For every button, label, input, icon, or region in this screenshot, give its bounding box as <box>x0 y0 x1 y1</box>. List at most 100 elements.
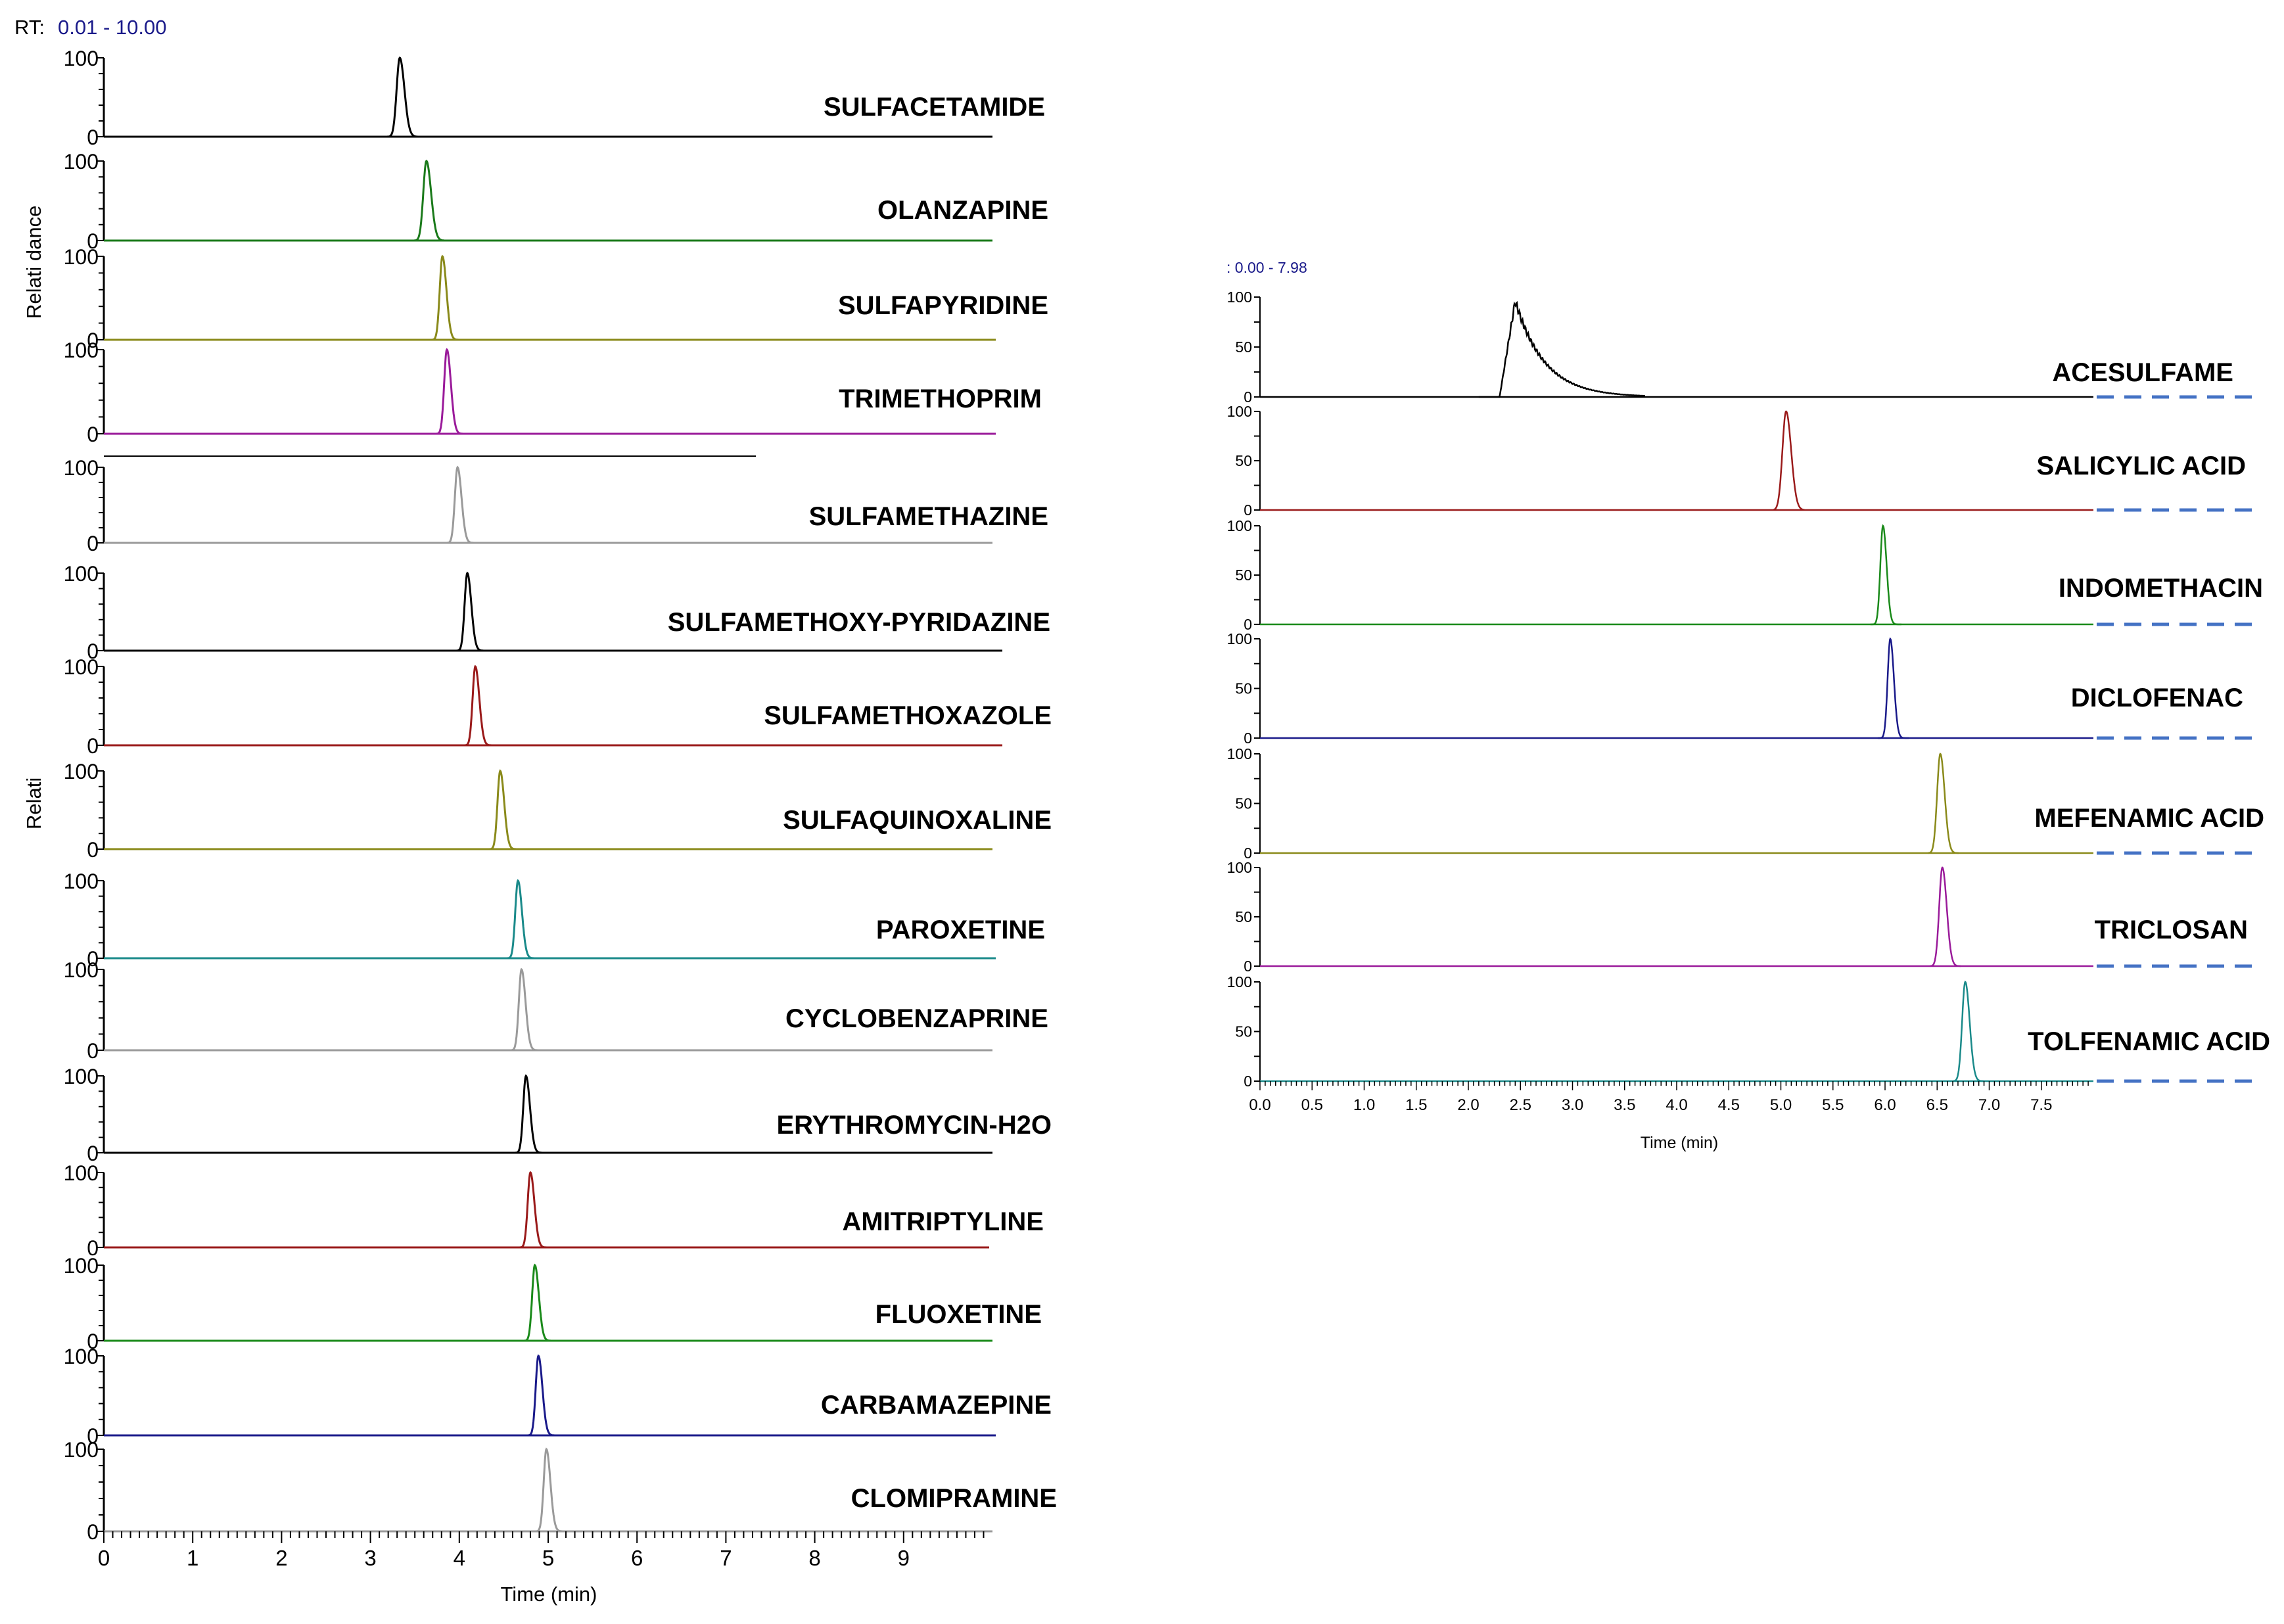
right-y-max-label: 100 <box>1227 403 1252 420</box>
left-panel-sulfacetamide: 100 0 SULFACETAMIDE <box>64 47 1045 149</box>
left-x-tick-label: 3 <box>364 1546 376 1570</box>
right-y-zero-label: 0 <box>1244 388 1252 406</box>
left-y-zero-label: 0 <box>87 1330 99 1353</box>
left-x-tick-label: 5 <box>542 1546 554 1570</box>
peak-trace-cyclobenzaprine <box>509 967 540 1052</box>
peak-trace-indomethacin <box>1870 524 1901 626</box>
left-x-tick-label: 9 <box>898 1546 910 1570</box>
right-x-tick-label: 3.5 <box>1614 1096 1635 1114</box>
left-panel-sulfamethoxazole: 100 0 SULFAMETHOXAZOLE <box>64 655 1052 758</box>
compound-label-amitriptyline: AMITRIPTYLINE <box>842 1207 1044 1236</box>
left-x-axis-label: Time (min) <box>501 1583 597 1606</box>
peak-trace-sulfacetamide <box>387 57 418 138</box>
right-x-tick-label: 7.0 <box>1978 1096 2000 1114</box>
right-x-tick-label: 1.5 <box>1405 1096 1427 1114</box>
left-y-zero-label: 0 <box>87 1236 99 1260</box>
right-x-tick-label: 4.5 <box>1718 1096 1740 1114</box>
left-y-zero-label: 0 <box>87 532 99 555</box>
peak-trace-mefenamic-acid <box>1928 753 1959 854</box>
right-panel-indomethacin: 100 50 0 INDOMETHACIN <box>1227 517 2263 633</box>
left-y-max-label: 100 <box>64 958 99 982</box>
left-y-zero-label: 0 <box>87 734 99 758</box>
left-panel-amitriptyline: 100 0 AMITRIPTYLINE <box>64 1161 1044 1260</box>
peak-trace-sulfaquinoxaline <box>488 769 518 850</box>
left-y-max-label: 100 <box>64 245 99 269</box>
right-x-axis: 0.0 0.5 1.0 1.5 2.0 2.5 3.0 3.5 4.0 4.5 5.0 5.5 6.0 6… <box>1249 1081 2089 1114</box>
compound-label-trimethoprim: TRIMETHOPRIM <box>839 384 1042 413</box>
left-y-max-label: 100 <box>64 338 99 362</box>
left-y-max-label: 100 <box>64 1345 99 1368</box>
right-y-max-label: 100 <box>1227 289 1252 306</box>
right-x-tick-label: 0.5 <box>1301 1096 1323 1114</box>
right-x-tick-label: 6.5 <box>1926 1096 1948 1114</box>
peak-trace-sulfamethoxy-pyridazine <box>455 571 485 652</box>
left-panel-cyclobenzaprine: 100 0 CYCLOBENZAPRINE <box>64 958 1048 1063</box>
left-panel-paroxetine: 100 0 PAROXETINE <box>64 870 1045 971</box>
right-x-axis-label: Time (min) <box>1641 1134 1719 1152</box>
compound-label-salicylic-acid: SALICYLIC ACID <box>2036 452 2246 480</box>
left-y-zero-label: 0 <box>87 126 99 149</box>
y-axis-label-bottom: Relati <box>22 777 45 829</box>
compound-label-fluoxetine: FLUOXETINE <box>875 1300 1042 1329</box>
compound-label-tolfenamic-acid: TOLFENAMIC ACID <box>2028 1027 2270 1056</box>
right-y-mid-label: 50 <box>1235 452 1252 469</box>
right-y-max-label: 100 <box>1227 517 1252 534</box>
right-x-tick-label: 0.0 <box>1249 1096 1270 1114</box>
right-panel-acesulfame: 100 50 0 ACESULFAME <box>1227 289 2261 406</box>
left-x-tick-label: 1 <box>187 1546 198 1570</box>
compound-label-olanzapine: OLANZAPINE <box>877 196 1048 225</box>
compound-label-clomipramine: CLOMIPRAMINE <box>851 1484 1057 1513</box>
right-y-zero-label: 0 <box>1244 616 1252 633</box>
peak-trace-sulfamethoxazole <box>463 664 494 747</box>
compound-label-cyclobenzaprine: CYCLOBENZAPRINE <box>785 1004 1048 1033</box>
compound-label-sulfacetamide: SULFACETAMIDE <box>824 93 1045 122</box>
peak-trace-sulfapyridine <box>430 254 461 341</box>
right-x-tick-label: 6.0 <box>1874 1096 1896 1114</box>
right-x-tick-label: 4.0 <box>1666 1096 1687 1114</box>
left-y-max-label: 100 <box>64 1065 99 1088</box>
right-x-tick-label: 5.0 <box>1770 1096 1792 1114</box>
left-y-zero-label: 0 <box>87 423 99 446</box>
right-y-mid-label: 50 <box>1235 567 1252 584</box>
peak-trace-trimethoprim <box>434 348 465 435</box>
left-panel-fluoxetine: 100 0 FLUOXETINE <box>64 1254 1042 1353</box>
left-y-zero-label: 0 <box>87 1424 99 1448</box>
right-y-max-label: 100 <box>1227 859 1252 876</box>
left-y-max-label: 100 <box>64 1254 99 1278</box>
left-y-max-label: 100 <box>64 870 99 893</box>
left-panels: 1000SULFACETAMIDE1000OLANZAPINE1000SULFA… <box>64 47 1057 1544</box>
peak-trace-acesulfame <box>1478 300 1645 398</box>
left-y-max-label: 100 <box>64 655 99 679</box>
compound-label-sulfaquinoxaline: SULFAQUINOXALINE <box>783 806 1052 835</box>
left-x-axis: 0 1 2 3 4 5 6 7 8 9 <box>98 1531 985 1570</box>
left-panel-sulfamethazine: 100 0 SULFAMETHAZINE <box>64 456 1048 555</box>
left-y-zero-label: 0 <box>87 1142 99 1165</box>
rt-range-label: 0.01 - 10.00 <box>58 16 166 39</box>
peak-trace-sulfamethazine <box>445 465 476 544</box>
peak-trace-diclofenac <box>1877 637 1909 739</box>
left-x-tick-label: 2 <box>275 1546 287 1570</box>
peak-trace-paroxetine <box>505 879 536 960</box>
right-x-tick-label: 5.5 <box>1822 1096 1844 1114</box>
right-y-mid-label: 50 <box>1235 680 1252 697</box>
right-panel-diclofenac: 100 50 0 DICLOFENAC <box>1227 630 2261 747</box>
right-panels: 100 50 0 ACESULFAME 100 50 0 SALICYLIC ACID 100 5… <box>1227 289 2270 1090</box>
left-y-zero-label: 0 <box>87 947 99 971</box>
right-y-zero-label: 0 <box>1244 730 1252 747</box>
right-y-max-label: 100 <box>1227 630 1252 647</box>
right-y-max-label: 100 <box>1227 973 1252 990</box>
right-y-max-label: 100 <box>1227 745 1252 762</box>
right-panel-salicylic-acid: 100 50 0 SALICYLIC ACID <box>1227 403 2261 519</box>
peak-trace-carbamazepine <box>526 1354 557 1437</box>
left-y-zero-label: 0 <box>87 1039 99 1063</box>
left-x-tick-label: 8 <box>808 1546 820 1570</box>
left-y-zero-label: 0 <box>87 1520 99 1544</box>
left-y-max-label: 100 <box>64 1438 99 1462</box>
y-axis-label-top: Relati dance <box>22 206 45 319</box>
peak-trace-amitriptyline <box>518 1171 548 1249</box>
compound-label-sulfamethoxy-pyridazine: SULFAMETHOXY-PYRIDAZINE <box>668 608 1050 637</box>
right-panel-triclosan: 100 50 0 TRICLOSAN <box>1227 859 2261 975</box>
left-y-max-label: 100 <box>64 562 99 586</box>
left-y-max-label: 100 <box>64 760 99 783</box>
left-y-zero-label: 0 <box>87 639 99 663</box>
